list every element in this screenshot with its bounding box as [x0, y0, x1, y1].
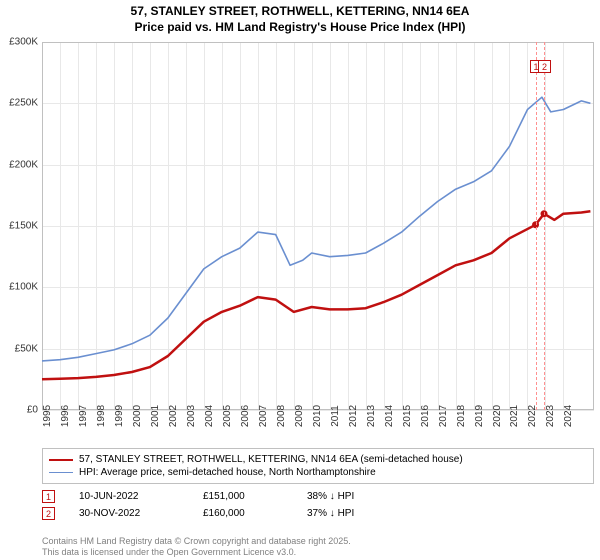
- footer-attribution: Contains HM Land Registry data © Crown c…: [42, 536, 351, 558]
- legend-swatch: [49, 459, 73, 461]
- event-vline: [536, 42, 537, 410]
- event-date: 10-JUN-2022: [79, 491, 179, 502]
- legend-label: 57, STANLEY STREET, ROTHWELL, KETTERING,…: [79, 454, 463, 465]
- series-line-property: [42, 211, 590, 379]
- y-tick-label: £250K: [9, 98, 38, 109]
- series-line-hpi: [42, 97, 590, 361]
- x-axis: 1995199619971998199920002001200220032004…: [42, 412, 594, 448]
- event-price: £151,000: [203, 491, 283, 502]
- plot-area: £0£50K£100K£150K£200K£250K£300K 19951996…: [42, 42, 594, 410]
- footer-line-2: This data is licensed under the Open Gov…: [42, 547, 351, 558]
- y-tick-label: £300K: [9, 37, 38, 48]
- footer-line-1: Contains HM Land Registry data © Crown c…: [42, 536, 351, 547]
- chart-container: 57, STANLEY STREET, ROTHWELL, KETTERING,…: [0, 0, 600, 560]
- event-date: 30-NOV-2022: [79, 508, 179, 519]
- event-number-box: 1: [42, 490, 55, 503]
- line-layer: [42, 42, 594, 410]
- y-tick-label: £200K: [9, 159, 38, 170]
- y-tick-label: £150K: [9, 221, 38, 232]
- chart-title: 57, STANLEY STREET, ROTHWELL, KETTERING,…: [0, 0, 600, 35]
- y-tick-label: £0: [27, 405, 38, 416]
- legend-row: HPI: Average price, semi-detached house,…: [49, 466, 587, 479]
- legend-label: HPI: Average price, semi-detached house,…: [79, 467, 376, 478]
- y-tick-label: £100K: [9, 282, 38, 293]
- title-line-2: Price paid vs. HM Land Registry's House …: [0, 20, 600, 36]
- legend-row: 57, STANLEY STREET, ROTHWELL, KETTERING,…: [49, 453, 587, 466]
- title-line-1: 57, STANLEY STREET, ROTHWELL, KETTERING,…: [0, 4, 600, 20]
- event-row: 1 10-JUN-2022 £151,000 38% ↓ HPI: [42, 488, 594, 505]
- y-tick-label: £50K: [15, 343, 38, 354]
- y-axis: £0£50K£100K£150K£200K£250K£300K: [0, 42, 40, 410]
- event-vline: [544, 42, 545, 410]
- event-pct-vs-hpi: 38% ↓ HPI: [307, 491, 387, 502]
- event-number-box: 2: [42, 507, 55, 520]
- event-row: 2 30-NOV-2022 £160,000 37% ↓ HPI: [42, 505, 594, 522]
- event-table: 1 10-JUN-2022 £151,000 38% ↓ HPI 2 30-NOV-202…: [42, 488, 594, 522]
- event-pct-vs-hpi: 37% ↓ HPI: [307, 508, 387, 519]
- event-price: £160,000: [203, 508, 283, 519]
- legend-swatch: [49, 472, 73, 473]
- legend: 57, STANLEY STREET, ROTHWELL, KETTERING,…: [42, 448, 594, 484]
- event-marker-box: 2: [538, 60, 551, 73]
